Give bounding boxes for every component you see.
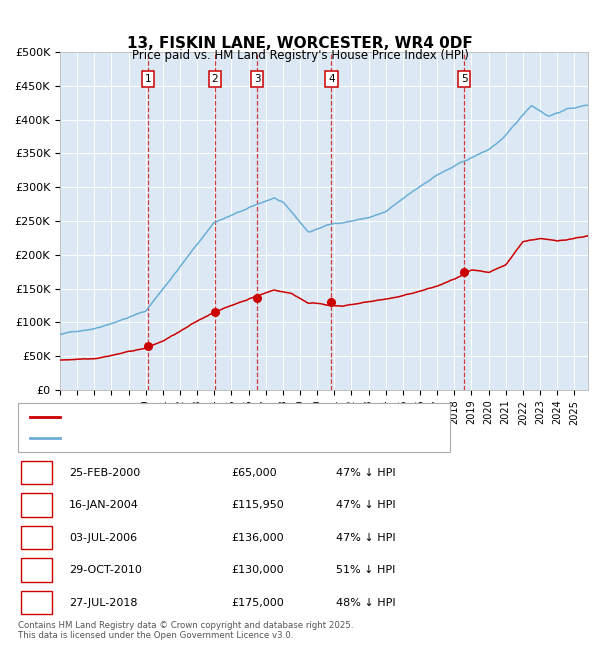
Text: HPI: Average price, detached house, Worcester: HPI: Average price, detached house, Worc… — [66, 433, 311, 443]
Text: 4: 4 — [328, 74, 335, 84]
Text: £136,000: £136,000 — [231, 532, 284, 543]
Text: Contains HM Land Registry data © Crown copyright and database right 2025.
This d: Contains HM Land Registry data © Crown c… — [18, 621, 353, 640]
Text: 2: 2 — [212, 74, 218, 84]
Text: 29-OCT-2010: 29-OCT-2010 — [69, 565, 142, 575]
Text: £175,000: £175,000 — [231, 597, 284, 608]
Text: 5: 5 — [461, 74, 467, 84]
Text: 13, FISKIN LANE, WORCESTER, WR4 0DF (detached house): 13, FISKIN LANE, WORCESTER, WR4 0DF (det… — [66, 411, 371, 422]
Text: 2: 2 — [33, 500, 40, 510]
Text: 25-FEB-2000: 25-FEB-2000 — [69, 467, 140, 478]
Text: 47% ↓ HPI: 47% ↓ HPI — [336, 532, 395, 543]
Text: 4: 4 — [33, 565, 40, 575]
Text: 13, FISKIN LANE, WORCESTER, WR4 0DF: 13, FISKIN LANE, WORCESTER, WR4 0DF — [127, 36, 473, 51]
Text: 51% ↓ HPI: 51% ↓ HPI — [336, 565, 395, 575]
Text: 3: 3 — [33, 532, 40, 543]
Text: 03-JUL-2006: 03-JUL-2006 — [69, 532, 137, 543]
Text: Price paid vs. HM Land Registry's House Price Index (HPI): Price paid vs. HM Land Registry's House … — [131, 49, 469, 62]
Text: 16-JAN-2004: 16-JAN-2004 — [69, 500, 139, 510]
Text: 27-JUL-2018: 27-JUL-2018 — [69, 597, 137, 608]
Text: £115,950: £115,950 — [231, 500, 284, 510]
Text: 1: 1 — [145, 74, 151, 84]
Text: 47% ↓ HPI: 47% ↓ HPI — [336, 500, 395, 510]
Text: £65,000: £65,000 — [231, 467, 277, 478]
Text: 5: 5 — [33, 597, 40, 608]
Text: £130,000: £130,000 — [231, 565, 284, 575]
Text: 3: 3 — [254, 74, 260, 84]
Text: 1: 1 — [33, 467, 40, 478]
Text: 48% ↓ HPI: 48% ↓ HPI — [336, 597, 395, 608]
Text: 47% ↓ HPI: 47% ↓ HPI — [336, 467, 395, 478]
